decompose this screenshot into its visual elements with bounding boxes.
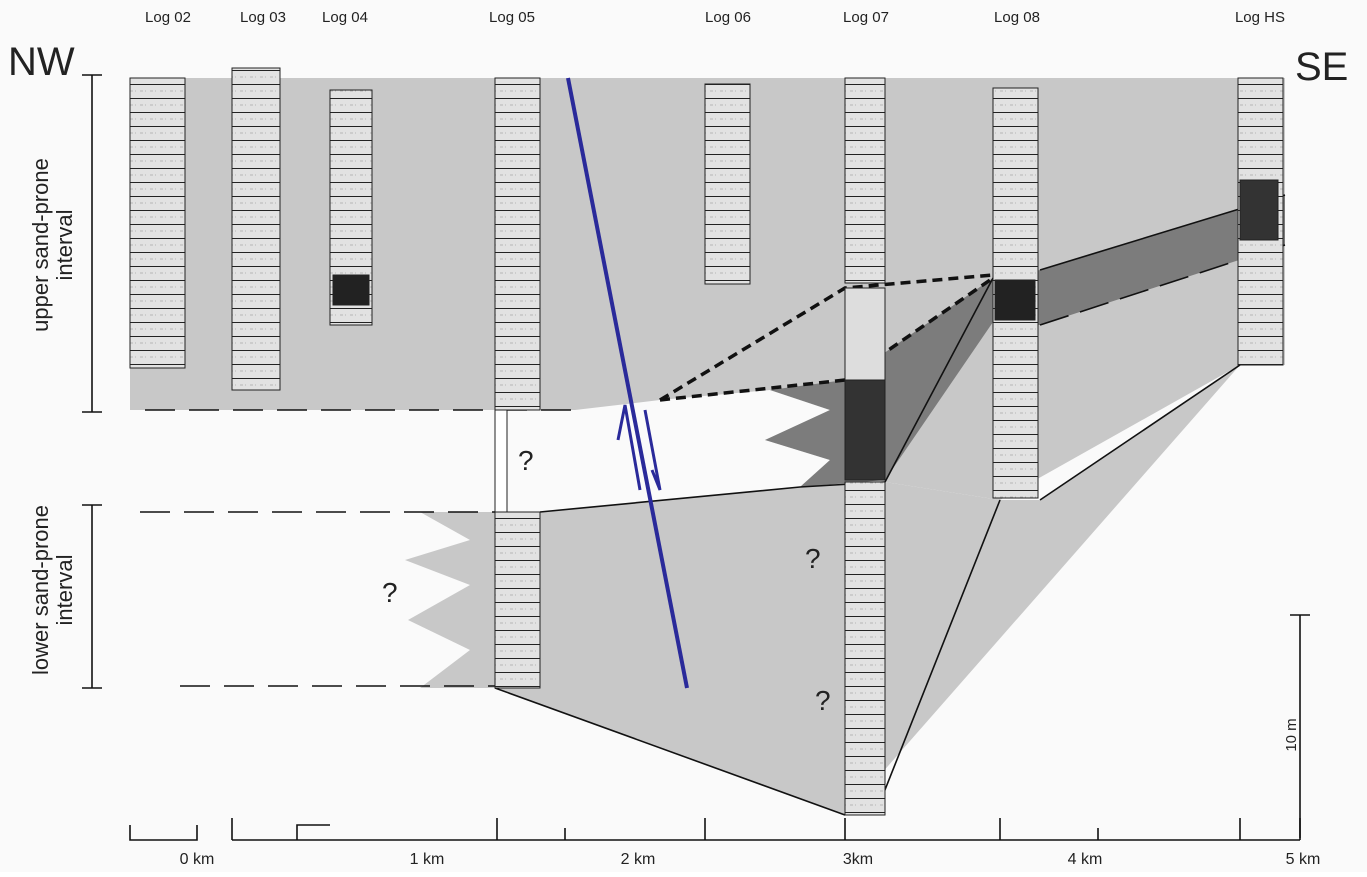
direction-label: NW: [8, 40, 75, 84]
interval-label: interval: [52, 210, 77, 281]
distance-label: 4 km: [1068, 851, 1103, 868]
log-column: [495, 512, 540, 688]
scale-label: 10 m: [1283, 718, 1300, 751]
log-column: [845, 482, 885, 815]
question-mark: ?: [805, 543, 821, 574]
log-label: Log 04: [322, 9, 368, 26]
distance-label: 0 km: [180, 851, 215, 868]
log-label: Log 06: [705, 9, 751, 26]
question-mark: ?: [382, 577, 398, 608]
question-mark: ?: [518, 445, 534, 476]
log-column: [495, 78, 540, 410]
log-label: Log 03: [240, 9, 286, 26]
dark-bed: [333, 275, 369, 305]
log-label: Log 07: [843, 9, 889, 26]
log-label: Log 05: [489, 9, 535, 26]
log-label: Log 02: [145, 9, 191, 26]
log-label: Log 08: [994, 9, 1040, 26]
distance-label: 5 km: [1286, 851, 1321, 868]
log-column: [845, 78, 885, 283]
distance-label: 2 km: [621, 851, 656, 868]
interval-label: interval: [52, 555, 77, 626]
cross-section: Log 02 Log 03 Log 04 Log 05 Log 06 Log 0…: [0, 0, 1367, 872]
dark-bed: [1240, 180, 1278, 240]
distance-label: 3km: [843, 851, 873, 868]
log-column: [232, 68, 280, 390]
distance-label: 1 km: [410, 851, 445, 868]
log-label: Log HS: [1235, 9, 1285, 26]
log-column: [845, 380, 885, 480]
interval-label: upper sand-prone: [28, 158, 53, 332]
dark-bed: [995, 280, 1035, 320]
log-gap: [495, 410, 507, 512]
interval-label: lower sand-prone: [28, 505, 53, 675]
direction-label: SE: [1295, 45, 1348, 89]
question-mark: ?: [815, 685, 831, 716]
log-column: [705, 84, 750, 284]
log-slump: [845, 288, 885, 380]
log-column: [130, 78, 185, 368]
